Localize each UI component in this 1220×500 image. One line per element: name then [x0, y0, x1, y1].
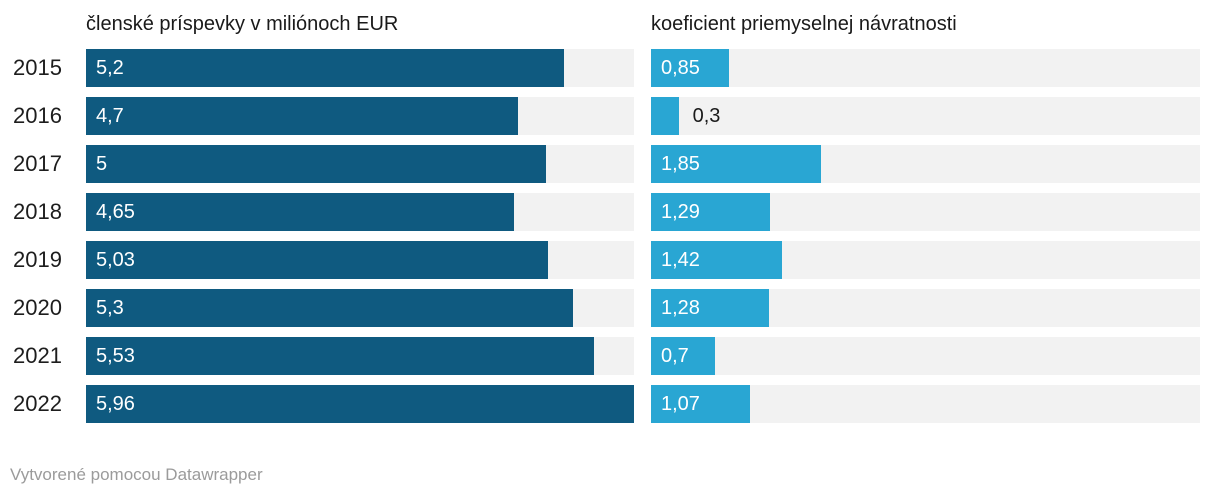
bar-track: 0,3: [651, 97, 1200, 135]
chart-row: 2020 5,3 1,28: [0, 289, 1200, 327]
bar: 5,3: [86, 289, 574, 327]
bar-track: 1,29: [651, 193, 1200, 231]
category-label: 2017: [13, 151, 62, 176]
bar: 5: [86, 145, 546, 183]
bar: 1,28: [651, 289, 769, 327]
bar-value-label: 0,3: [692, 104, 721, 127]
chart-row: 2021 5,53 0,7: [0, 337, 1200, 375]
bar-value-label: 1,29: [661, 200, 700, 223]
bar-track: 1,07: [651, 385, 1200, 423]
attribution: Vytvorené pomocou Datawrapper: [0, 465, 1200, 485]
column-header-coefficient: koeficient priemyselnej návratnosti: [651, 13, 957, 35]
bar-value-label: 1,42: [661, 248, 700, 271]
bar-track: 0,7: [651, 337, 1200, 375]
bar: 1,42: [651, 241, 782, 279]
category-label: 2019: [13, 247, 62, 272]
chart-row: 2017 5 1,85: [0, 145, 1200, 183]
column-gap: [634, 97, 651, 135]
bar-track: 1,85: [651, 145, 1200, 183]
bar-value-label: 5,03: [96, 248, 135, 271]
bar-value-label: 5,96: [96, 392, 135, 415]
category-label: 2016: [13, 103, 62, 128]
bar-track: 4,65: [86, 193, 634, 231]
bar-value-label: 1,85: [661, 152, 700, 175]
column-header-contributions: členské príspevky v miliónoch EUR: [86, 13, 399, 35]
bar-value-label: 5,3: [96, 296, 124, 319]
bar-track: 5,53: [86, 337, 634, 375]
bar-value-label: 5,53: [96, 344, 135, 367]
bar: 4,7: [86, 97, 519, 135]
bar-track: 1,28: [651, 289, 1200, 327]
bar-track: 5,2: [86, 49, 634, 87]
category-label: 2021: [13, 343, 62, 368]
bar-value-label: 4,65: [96, 200, 135, 223]
bar: 1,29: [651, 193, 770, 231]
bar: 1,07: [651, 385, 750, 423]
bar: [651, 97, 679, 135]
chart-rows: 2015 5,2 0,85 2016 4,7 0,3 2017 5 1,85 2018 4,65 1,…: [0, 49, 1200, 423]
chart-row: 2015 5,2 0,85: [0, 49, 1200, 87]
bar-track: 5,96: [86, 385, 634, 423]
bar-value-label: 4,7: [96, 104, 124, 127]
bar-value-label: 0,85: [661, 56, 700, 79]
bar: 0,7: [651, 337, 716, 375]
bar-track: 4,7: [86, 97, 634, 135]
bar: 5,96: [86, 385, 634, 423]
column-gap: [634, 337, 651, 375]
bar: 5,03: [86, 241, 549, 279]
chart-row: 2016 4,7 0,3: [0, 97, 1200, 135]
bar-value-label: 0,7: [661, 344, 689, 367]
column-gap: [634, 241, 651, 279]
split-bar-chart: členské príspevky v miliónoch EUR koefic…: [0, 10, 1200, 485]
header-gap: [634, 10, 651, 38]
column-gap: [634, 145, 651, 183]
bar: 1,85: [651, 145, 822, 183]
bar: 4,65: [86, 193, 514, 231]
column-gap: [634, 289, 651, 327]
bar: 0,85: [651, 49, 730, 87]
category-label: 2022: [13, 391, 62, 416]
column-gap: [634, 385, 651, 423]
bar-track: 0,85: [651, 49, 1200, 87]
bar-track: 5,03: [86, 241, 634, 279]
bar-value-label: 1,07: [661, 392, 700, 415]
category-label: 2018: [13, 199, 62, 224]
header-spacer: [0, 10, 86, 38]
bar-value-label: 1,28: [661, 296, 700, 319]
bar-track: 5: [86, 145, 634, 183]
bar-track: 1,42: [651, 241, 1200, 279]
attribution-link[interactable]: Vytvorené pomocou Datawrapper: [10, 465, 263, 484]
bar-track: 5,3: [86, 289, 634, 327]
column-headers: členské príspevky v miliónoch EUR koefic…: [0, 10, 1200, 38]
chart-row: 2018 4,65 1,29: [0, 193, 1200, 231]
bar-value-label: 5: [96, 152, 108, 175]
bar: 5,2: [86, 49, 565, 87]
category-label: 2015: [13, 55, 62, 80]
category-label: 2020: [13, 295, 62, 320]
column-gap: [634, 193, 651, 231]
chart-row: 2019 5,03 1,42: [0, 241, 1200, 279]
chart-row: 2022 5,96 1,07: [0, 385, 1200, 423]
bar-value-label: 5,2: [96, 56, 124, 79]
column-gap: [634, 49, 651, 87]
bar: 5,53: [86, 337, 595, 375]
